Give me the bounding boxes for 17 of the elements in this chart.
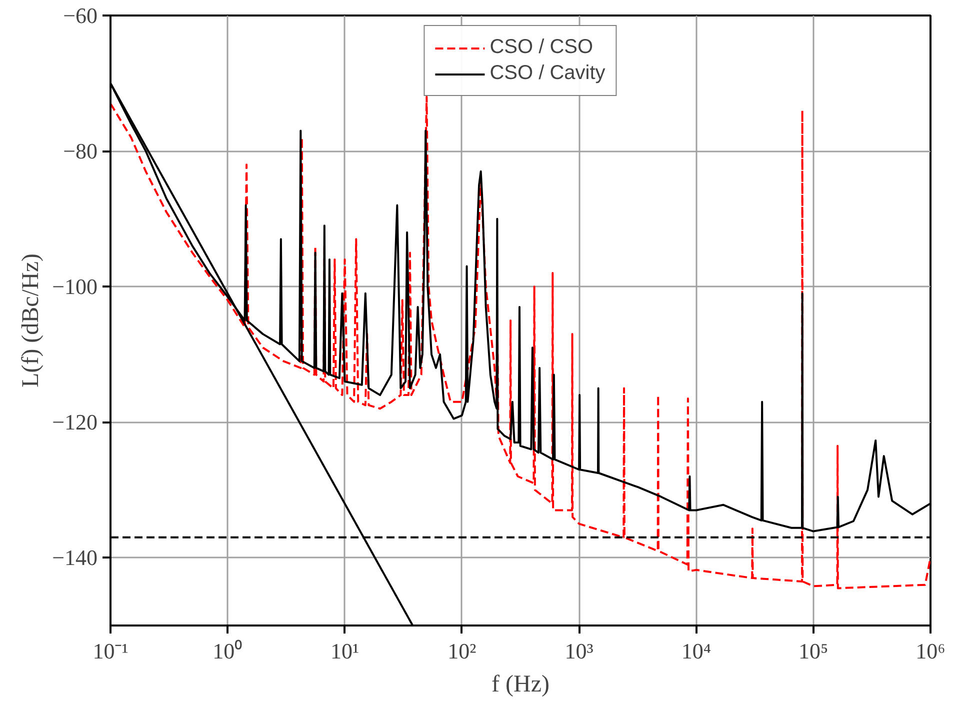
y-tick-label: −120	[52, 410, 98, 435]
x-tick-label: 10²	[448, 638, 477, 664]
x-tick-label: 10⁶	[916, 638, 946, 664]
y-tick-label: −100	[52, 274, 98, 300]
x-tick-label: 10⁵	[798, 638, 828, 664]
legend-label: CSO / Cavity	[490, 62, 606, 85]
y-tick-label: −80	[63, 138, 98, 164]
y-axis-title: L(f) (dBc/Hz)	[18, 254, 44, 388]
x-tick-label: 10¹	[330, 638, 360, 664]
y-tick-label: −140	[52, 545, 98, 570]
x-tick-label: 10³	[564, 638, 594, 664]
y-tick-label: −60	[63, 3, 98, 28]
x-axis-title: f (Hz)	[492, 672, 550, 698]
legend-label: CSO / CSO	[490, 36, 594, 59]
x-tick-label: 10⁻¹	[92, 638, 128, 664]
x-tick-label: 10⁴	[681, 638, 712, 664]
x-tick-label: 10⁰	[212, 638, 243, 664]
